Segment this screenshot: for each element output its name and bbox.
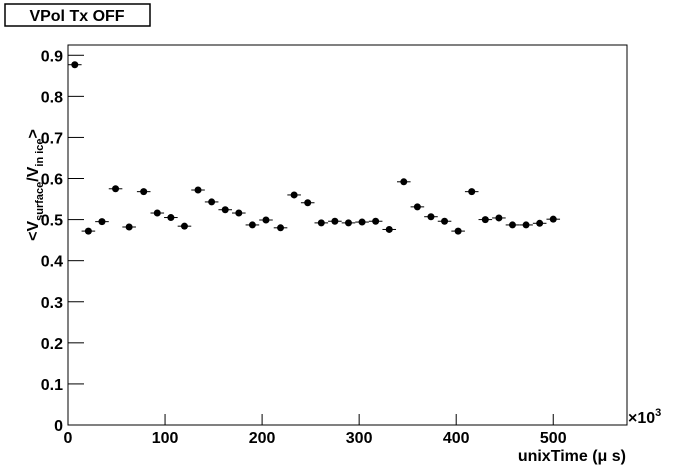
point: [358, 218, 366, 226]
y-tick-label: 0.5: [41, 213, 63, 230]
point: [441, 217, 449, 225]
point: [413, 203, 421, 211]
point: [194, 186, 202, 194]
y-label-part: /V: [25, 166, 42, 181]
y-label-part: >: [25, 129, 42, 138]
title-box: [4, 3, 151, 27]
point: [344, 219, 352, 227]
y-tick-label: 0.8: [41, 89, 63, 106]
point: [84, 227, 92, 235]
point: [331, 217, 339, 225]
x-tick-label: 500: [540, 430, 567, 447]
y-tick-label: 0.2: [41, 336, 63, 353]
point: [277, 224, 285, 232]
x-tick-label: 0: [64, 430, 73, 447]
point: [98, 218, 106, 226]
y-tick-label: 0: [54, 418, 63, 435]
point: [522, 221, 530, 229]
point: [454, 227, 462, 235]
point: [167, 214, 175, 222]
x-tick-label: 400: [443, 430, 470, 447]
point: [221, 206, 229, 214]
point: [508, 221, 516, 229]
y-axis-label: <Vsurface/Vin ice>: [25, 129, 46, 241]
y-tick-label: 0.1: [41, 377, 63, 394]
point: [262, 216, 270, 224]
y-tick-label: 0.7: [41, 130, 63, 147]
point: [290, 191, 298, 199]
point: [140, 188, 148, 196]
point: [235, 209, 243, 217]
point: [112, 185, 120, 193]
point: [304, 199, 312, 207]
y-tick-label: 0.6: [41, 172, 63, 189]
point: [468, 188, 476, 196]
point: [481, 216, 489, 224]
y-tick-label: 0.4: [41, 254, 63, 271]
x-tick-label: 300: [346, 430, 373, 447]
point: [495, 214, 503, 222]
x-tick-label: 100: [152, 430, 179, 447]
point: [400, 178, 408, 186]
y-tick-label: 0.9: [41, 48, 63, 65]
y-tick-label: 0.3: [41, 295, 63, 312]
point: [317, 219, 325, 227]
point: [536, 219, 544, 227]
x-tick-label: 200: [249, 430, 276, 447]
point: [208, 198, 216, 206]
point: [549, 215, 557, 223]
chart-title: VPol Tx OFF: [29, 8, 124, 25]
point: [385, 225, 393, 233]
frame: [67, 44, 628, 426]
point: [180, 222, 188, 230]
point: [427, 213, 435, 221]
x-axis-label: unixTime (μ s): [518, 448, 626, 465]
x-multiplier-exponent: 3: [655, 407, 661, 419]
point: [71, 61, 79, 69]
point: [372, 217, 380, 225]
x-multiplier-base: ×10: [628, 410, 655, 427]
x-multiplier: ×103: [628, 407, 661, 427]
y-label-sub: surface: [34, 182, 46, 221]
y-label-sub: in ice: [34, 138, 46, 166]
point: [153, 209, 161, 217]
point: [248, 221, 256, 229]
point: [125, 223, 133, 231]
y-label-part: <V: [25, 221, 42, 241]
